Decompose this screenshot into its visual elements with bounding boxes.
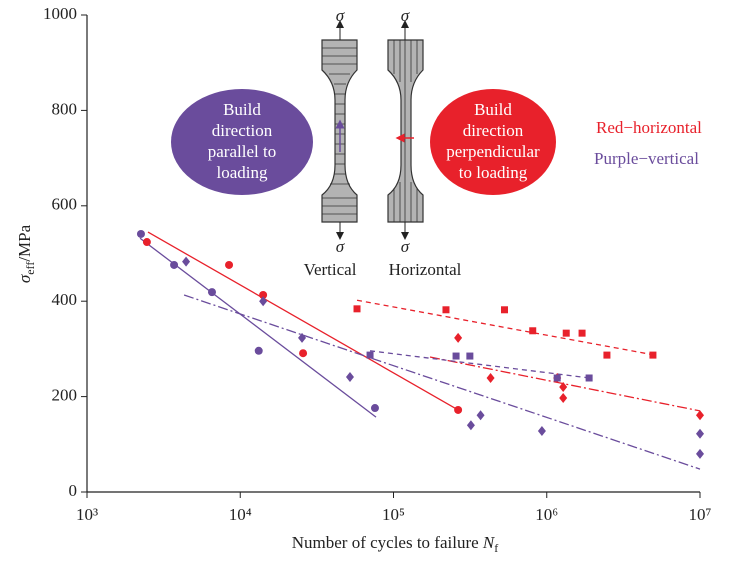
point — [585, 374, 593, 382]
legend-red: Red−horizontal — [596, 118, 702, 137]
point — [370, 404, 379, 413]
point — [182, 256, 191, 267]
point — [537, 425, 546, 436]
point — [452, 352, 460, 360]
inset: σ σ σ σ Vertical Horizontal Red−horizont… — [171, 6, 702, 279]
point — [466, 420, 475, 431]
point — [353, 305, 361, 313]
fit-line — [369, 350, 590, 379]
point — [259, 290, 268, 299]
fit-line — [147, 231, 459, 411]
y-label-unit: /MPa — [15, 224, 34, 261]
point — [696, 448, 704, 459]
point — [476, 410, 485, 421]
x-axis-label: Number of cycles to failure Nf — [292, 533, 499, 555]
left-bubble — [171, 89, 313, 195]
x-tick-label: 10³ — [76, 505, 98, 524]
y-tick-label: 1000 — [43, 4, 77, 23]
specimen-label: Vertical — [304, 260, 357, 279]
legend-purple: Purple−vertical — [594, 149, 699, 168]
point — [500, 306, 508, 314]
x-tick-label: 10⁷ — [689, 505, 712, 524]
bubble-text: parallel to — [208, 142, 276, 161]
x-label-subscript: f — [494, 541, 498, 555]
x-tick-label: 10⁵ — [382, 505, 405, 524]
bubble-text: perpendicular — [446, 142, 540, 161]
x-tick-label: 10⁶ — [535, 505, 558, 524]
point — [142, 238, 151, 247]
bubble-text: direction — [212, 121, 273, 140]
x-label-text: Number of cycles to failure — [292, 533, 483, 552]
sigma-label: σ — [336, 237, 345, 256]
point — [529, 327, 537, 335]
point — [553, 374, 561, 382]
point — [559, 393, 568, 404]
point — [259, 296, 268, 307]
point — [225, 260, 234, 269]
right-bubble — [430, 89, 556, 195]
point — [207, 288, 216, 297]
y-tick-label: 400 — [52, 290, 78, 309]
point — [559, 382, 568, 393]
point — [603, 351, 611, 359]
point — [466, 352, 474, 360]
y-tick-label: 600 — [52, 195, 78, 214]
fit-line — [183, 294, 701, 470]
y-label-subscript: eff — [23, 262, 37, 275]
fit-line — [429, 356, 701, 412]
fit-line — [356, 299, 656, 356]
point — [486, 372, 495, 383]
bubble-text: Build — [223, 100, 261, 119]
point — [454, 332, 463, 343]
point — [299, 349, 308, 358]
point — [562, 329, 570, 337]
y-tick-label: 0 — [69, 481, 78, 500]
bubble-text: to loading — [459, 163, 528, 182]
point — [578, 329, 586, 337]
point — [345, 372, 354, 383]
fit-line — [139, 237, 377, 418]
sigma-label: σ — [401, 237, 410, 256]
specimen-horizontal — [387, 39, 424, 223]
point — [696, 428, 704, 439]
x-tick-label: 10⁴ — [229, 505, 252, 524]
point — [442, 306, 450, 314]
point — [649, 351, 657, 359]
point — [454, 405, 463, 414]
y-axis-label: σeff/MPa — [15, 224, 37, 283]
point — [170, 260, 179, 269]
point — [254, 346, 263, 355]
bubble-text: direction — [463, 121, 524, 140]
point — [298, 332, 307, 343]
bubble-text: Build — [474, 100, 512, 119]
point — [136, 229, 145, 238]
x-label-symbol: N — [482, 533, 496, 552]
bubble-text: loading — [217, 163, 268, 182]
specimen-label: Horizontal — [389, 260, 462, 279]
stripes-vertical — [393, 40, 418, 222]
point — [696, 410, 704, 421]
y-tick-label: 800 — [52, 99, 78, 118]
sigma-label: σ — [336, 6, 345, 25]
y-tick-label: 200 — [52, 386, 78, 405]
y-label-symbol: σ — [15, 274, 34, 283]
point — [366, 351, 374, 359]
sigma-label: σ — [401, 6, 410, 25]
